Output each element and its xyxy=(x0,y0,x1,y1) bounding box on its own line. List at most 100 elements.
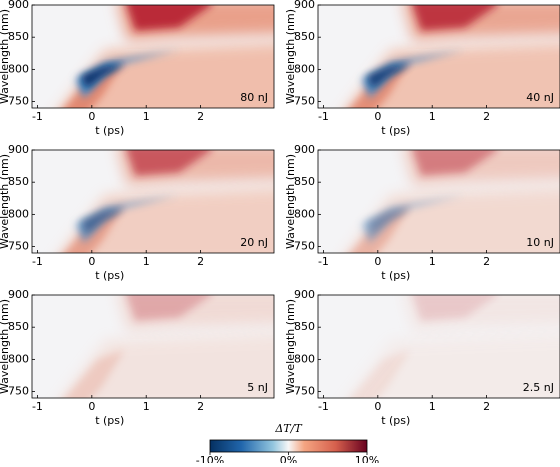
heat-region xyxy=(80,209,125,234)
x-tick-label: 2 xyxy=(483,110,490,123)
y-tick-label: 800 xyxy=(294,62,315,75)
heatmap xyxy=(318,295,560,398)
panel-annotation: 2.5 nJ xyxy=(523,381,554,394)
colorbar-tick-label: 0% xyxy=(280,454,297,463)
x-tick-label: -1 xyxy=(32,400,43,413)
y-axis-label: Wavelength (nm) xyxy=(284,299,297,394)
y-tick-label: 900 xyxy=(294,0,315,11)
x-tick-label: 2 xyxy=(483,400,490,413)
colorbar-title: ΔT/T xyxy=(274,422,303,435)
y-tick-label: 800 xyxy=(8,352,29,365)
x-tick-label: 2 xyxy=(483,255,490,268)
x-tick-label: 2 xyxy=(197,400,204,413)
x-tick-label: 1 xyxy=(429,400,436,413)
x-axis-label: t (ps) xyxy=(381,269,410,282)
x-axis-label: t (ps) xyxy=(95,269,124,282)
colorbar-tick-label: -10% xyxy=(196,454,224,463)
y-tick-label: 900 xyxy=(294,143,315,156)
y-tick-label: 850 xyxy=(294,320,315,333)
heatmap xyxy=(32,295,274,398)
heat-region xyxy=(64,349,125,398)
heat-region xyxy=(346,42,560,108)
y-tick-label: 800 xyxy=(8,207,29,220)
panel-annotation: 20 nJ xyxy=(240,236,268,249)
x-tick-label: 0 xyxy=(88,110,95,123)
y-tick-label: 900 xyxy=(8,288,29,301)
panel-annotation: 10 nJ xyxy=(526,236,554,249)
x-tick-label: 1 xyxy=(143,110,150,123)
y-axis-label: Wavelength (nm) xyxy=(0,9,11,104)
y-axis-label: Wavelength (nm) xyxy=(284,9,297,104)
plot-frame xyxy=(31,149,275,254)
panel-annotation: 40 nJ xyxy=(526,91,554,104)
heat-region xyxy=(366,209,411,234)
heat-region xyxy=(80,64,125,89)
heat-region xyxy=(60,42,274,108)
y-tick-label: 800 xyxy=(8,62,29,75)
heat-region xyxy=(366,64,411,89)
heatmap xyxy=(318,150,560,253)
heat-region xyxy=(412,5,498,31)
y-tick-label: 900 xyxy=(8,143,29,156)
panel-annotation: 80 nJ xyxy=(240,91,268,104)
y-tick-label: 750 xyxy=(8,95,29,108)
y-tick-label: 850 xyxy=(294,175,315,188)
heat-region xyxy=(126,295,212,321)
y-tick-label: 800 xyxy=(294,207,315,220)
x-tick-label: 0 xyxy=(374,110,381,123)
y-tick-label: 850 xyxy=(294,30,315,43)
colorbar-tick-label: 10% xyxy=(355,454,379,463)
x-tick-label: 2 xyxy=(197,255,204,268)
x-tick-label: 1 xyxy=(429,110,436,123)
y-tick-label: 900 xyxy=(294,288,315,301)
heatmap xyxy=(318,5,560,108)
y-axis-label: Wavelength (nm) xyxy=(0,299,11,394)
colorbar xyxy=(209,439,368,453)
heatmap xyxy=(32,5,274,108)
x-tick-label: -1 xyxy=(318,400,329,413)
y-axis-label: Wavelength (nm) xyxy=(284,154,297,249)
y-axis-label: Wavelength (nm) xyxy=(0,154,11,249)
heat-region xyxy=(350,349,411,398)
heat-region xyxy=(126,150,212,176)
heat-region xyxy=(126,5,212,31)
y-tick-label: 850 xyxy=(8,30,29,43)
y-tick-label: 750 xyxy=(294,95,315,108)
x-tick-label: 0 xyxy=(374,255,381,268)
heat-region xyxy=(412,295,498,321)
x-tick-label: 1 xyxy=(143,400,150,413)
plot-frame xyxy=(31,4,275,109)
x-axis-label: t (ps) xyxy=(381,124,410,137)
y-tick-label: 850 xyxy=(8,320,29,333)
y-tick-label: 900 xyxy=(8,0,29,11)
x-tick-label: -1 xyxy=(32,110,43,123)
heatmap xyxy=(32,150,274,253)
x-tick-label: -1 xyxy=(318,110,329,123)
x-tick-label: 2 xyxy=(197,110,204,123)
y-tick-label: 800 xyxy=(294,352,315,365)
x-tick-label: 0 xyxy=(374,400,381,413)
x-axis-label: t (ps) xyxy=(381,414,410,427)
x-axis-label: t (ps) xyxy=(95,124,124,137)
y-tick-label: 750 xyxy=(8,385,29,398)
heat-region xyxy=(60,187,274,253)
heat-region xyxy=(60,332,274,398)
heat-region xyxy=(346,187,560,253)
x-axis-label: t (ps) xyxy=(95,414,124,427)
plot-frame xyxy=(31,294,275,399)
x-tick-label: 1 xyxy=(429,255,436,268)
panel-annotation: 5 nJ xyxy=(247,381,268,394)
y-tick-label: 750 xyxy=(294,240,315,253)
x-tick-label: -1 xyxy=(32,255,43,268)
y-tick-label: 750 xyxy=(8,240,29,253)
y-tick-label: 750 xyxy=(294,385,315,398)
plot-frame xyxy=(317,4,560,109)
x-tick-label: 1 xyxy=(143,255,150,268)
plot-frame xyxy=(317,294,560,399)
x-tick-label: 0 xyxy=(88,400,95,413)
plot-frame xyxy=(317,149,560,254)
heat-region xyxy=(412,150,498,176)
heat-region xyxy=(346,332,560,398)
x-tick-label: 0 xyxy=(88,255,95,268)
